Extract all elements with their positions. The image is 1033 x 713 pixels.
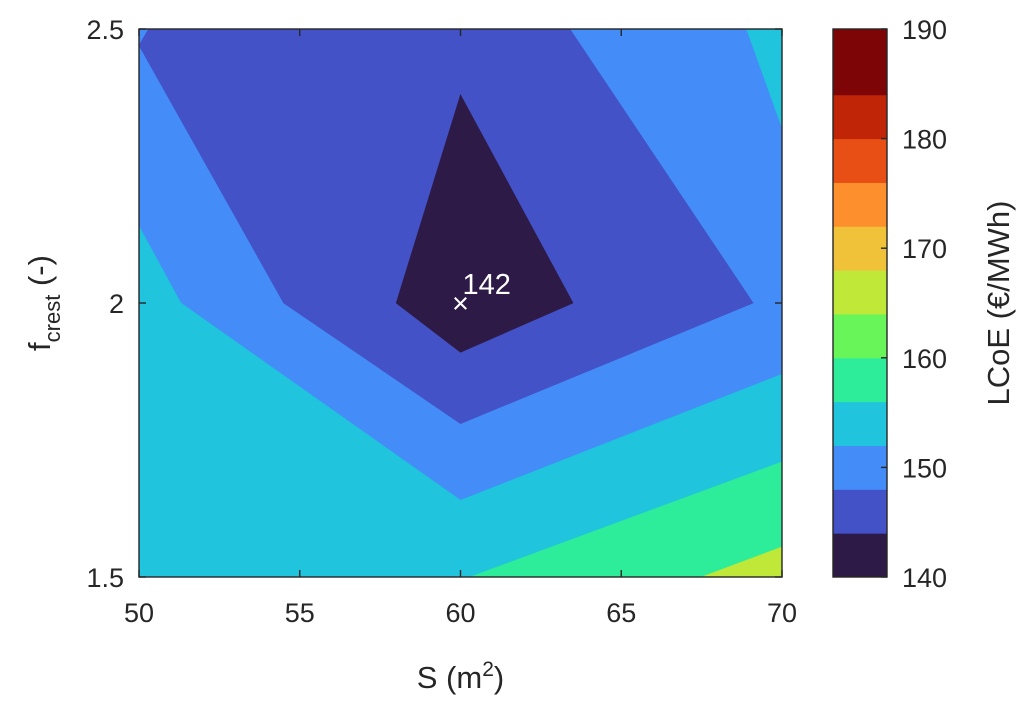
colorbar-band bbox=[833, 94, 887, 140]
y-tick-label: 1.5 bbox=[86, 563, 124, 593]
y-axis: 1.5 2 2.5 bbox=[86, 15, 782, 593]
colorbar-band bbox=[833, 357, 887, 403]
colorbar-band bbox=[833, 401, 887, 446]
x-tick-label: 55 bbox=[285, 598, 315, 628]
y-axis-label: fcrest (-) bbox=[22, 255, 65, 351]
x-axis: 50 55 60 65 70 bbox=[124, 29, 797, 628]
colorbar-label: LCoE (€/MWh) bbox=[981, 201, 1016, 406]
annotations: ×142 bbox=[452, 269, 511, 320]
colorbar-band bbox=[833, 29, 887, 96]
colorbar-band bbox=[833, 445, 887, 490]
x-tick-label: 60 bbox=[445, 598, 475, 628]
colorbar-tick-label: 140 bbox=[902, 563, 947, 593]
y-tick-label: 2 bbox=[109, 289, 124, 319]
colorbar-tick-label: 170 bbox=[902, 234, 947, 264]
colorbar-tick-label: 150 bbox=[902, 453, 947, 483]
colorbar-tick-label: 180 bbox=[902, 125, 947, 155]
x-axis-label: S (m2) bbox=[417, 658, 504, 695]
contour-region-140-144 bbox=[395, 94, 574, 353]
colorbar-tick-label: 160 bbox=[902, 344, 947, 374]
colorbar-band bbox=[833, 313, 887, 359]
optimum-value-label: 142 bbox=[463, 269, 511, 301]
colorbar-band bbox=[833, 533, 887, 578]
colorbar: 140 150 160 170 180 190 bbox=[832, 15, 947, 593]
colorbar-band bbox=[833, 182, 887, 227]
x-tick-label: 50 bbox=[124, 598, 154, 628]
x-tick-label: 70 bbox=[767, 598, 797, 628]
colorbar-band bbox=[833, 489, 887, 534]
colorbar-band bbox=[833, 270, 887, 315]
contour-regions bbox=[138, 28, 783, 578]
colorbar-frame bbox=[832, 28, 888, 578]
x-tick-label: 65 bbox=[606, 598, 636, 628]
colorbar-tick-label: 190 bbox=[902, 15, 947, 45]
colorbar-band bbox=[833, 138, 887, 183]
optimum-marker: × bbox=[452, 288, 469, 320]
colorbar-band bbox=[833, 226, 887, 271]
y-tick-label: 2.5 bbox=[86, 15, 124, 45]
